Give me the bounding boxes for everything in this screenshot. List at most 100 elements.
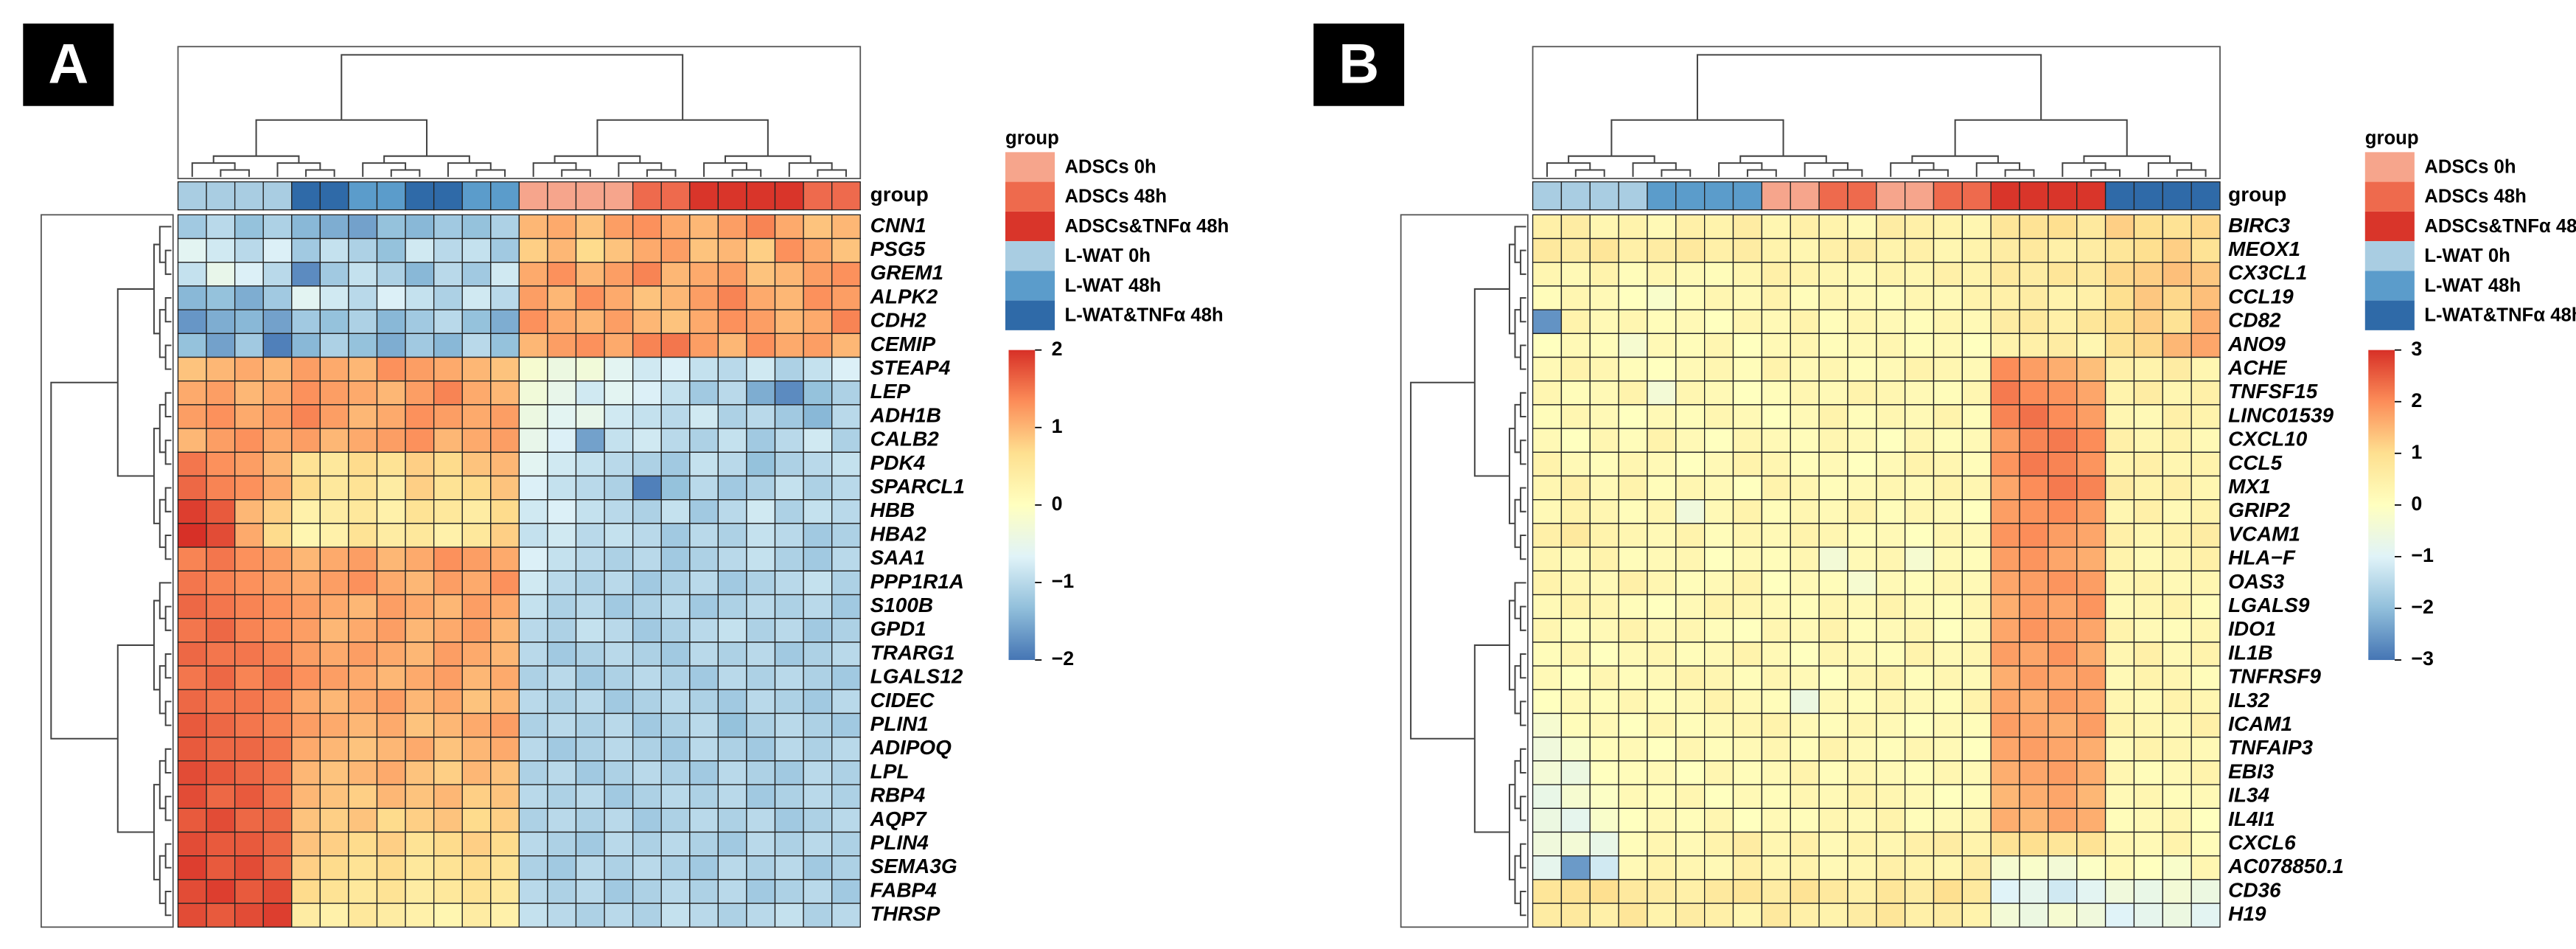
heatmap-cell: [632, 831, 662, 857]
heatmap-cell: [660, 642, 691, 667]
heatmap-cell: [547, 642, 577, 667]
heatmap-cell: [1560, 642, 1591, 667]
heatmap-cell: [1904, 712, 1935, 738]
heatmap-cell: [831, 903, 861, 928]
heatmap-cell: [319, 618, 349, 643]
heatmap-cell: [206, 760, 236, 785]
heatmap-cell: [774, 570, 804, 596]
heatmap-cell: [2019, 879, 2049, 904]
heatmap-cell: [1761, 570, 1791, 596]
heatmap-cell: [1647, 499, 1677, 524]
heatmap-cell: [177, 665, 207, 690]
heatmap-cell: [1703, 309, 1734, 334]
heatmap-cell: [2076, 356, 2106, 382]
heatmap-cell: [689, 428, 719, 453]
heatmap-cell: [405, 712, 435, 738]
heatmap-cell: [348, 784, 378, 809]
heatmap-cell: [1933, 855, 1964, 880]
heatmap-cell: [2104, 214, 2135, 240]
heatmap-cell: [2104, 404, 2135, 429]
heatmap-cell: [490, 760, 520, 785]
heatmap-cell: [2133, 214, 2163, 240]
heatmap-cell: [518, 356, 548, 382]
row-dendrogram-frame: [41, 214, 174, 928]
heatmap-cell: [717, 428, 747, 453]
heatmap-cell: [1961, 737, 1992, 762]
heatmap-cell: [1732, 570, 1763, 596]
heatmap-cell: [376, 380, 406, 406]
heatmap-cell: [405, 356, 435, 382]
heatmap-cell: [376, 523, 406, 548]
heatmap-cell: [518, 428, 548, 453]
heatmap-cell: [405, 903, 435, 928]
heatmap-cell: [433, 855, 463, 880]
heatmap-cell: [632, 380, 662, 406]
heatmap-cell: [774, 451, 804, 477]
row-label: GRIP2: [2228, 498, 2290, 521]
heatmap-cell: [490, 712, 520, 738]
heatmap-cell: [262, 237, 293, 263]
heatmap-cell: [660, 262, 691, 287]
heatmap-cell: [405, 618, 435, 643]
heatmap-cell: [1618, 570, 1648, 596]
heatmap-cell: [206, 737, 236, 762]
heatmap-cell: [1847, 475, 1877, 501]
heatmap-cell: [2191, 594, 2221, 619]
heatmap-cell: [774, 237, 804, 263]
heatmap-cell: [831, 214, 861, 240]
row-label: FABP4: [870, 878, 938, 901]
heatmap-cell: [2019, 451, 2049, 477]
heatmap-cell: [1876, 570, 1906, 596]
heatmap-cell: [660, 404, 691, 429]
group-cell: [1560, 181, 1591, 211]
heatmap-cell: [774, 262, 804, 287]
heatmap-cell: [234, 309, 264, 334]
heatmap-cell: [490, 262, 520, 287]
heatmap-cell: [348, 760, 378, 785]
heatmap-cell: [1818, 428, 1849, 453]
heatmap-cell: [461, 855, 492, 880]
row-label: CCL5: [2228, 451, 2282, 474]
heatmap-cell: [1847, 428, 1877, 453]
heatmap-cell: [1847, 807, 1877, 833]
heatmap-cell: [291, 618, 321, 643]
heatmap-cell: [1876, 404, 1906, 429]
heatmap-cell: [2133, 712, 2163, 738]
heatmap-cell: [1532, 689, 1563, 715]
group-cell: [746, 181, 776, 211]
heatmap-cell: [1647, 475, 1677, 501]
heatmap-cell: [1675, 214, 1706, 240]
group-cell: [1904, 181, 1935, 211]
row-label: CXCL10: [2228, 428, 2308, 451]
heatmap-cell: [291, 475, 321, 501]
heatmap-cell: [1675, 428, 1706, 453]
heatmap-cell: [1647, 428, 1677, 453]
heatmap-cell: [831, 760, 861, 785]
heatmap-cell: [2162, 760, 2192, 785]
heatmap-cell: [1876, 451, 1906, 477]
heatmap-cell: [717, 309, 747, 334]
panel-letter: A: [48, 32, 88, 95]
heatmap-cell: [376, 285, 406, 310]
heatmap-cell: [1961, 475, 1992, 501]
heatmap-cell: [2104, 546, 2135, 571]
heatmap-cell: [660, 428, 691, 453]
heatmap-cell: [433, 262, 463, 287]
heatmap-cell: [803, 428, 833, 453]
heatmap-cell: [717, 499, 747, 524]
heatmap-cell: [774, 380, 804, 406]
heatmap-cell: [1818, 760, 1849, 785]
heatmap-cell: [1933, 333, 1964, 358]
heatmap-cell: [262, 737, 293, 762]
heatmap-cell: [831, 523, 861, 548]
group-cell: [234, 181, 264, 211]
heatmap-cell: [1560, 214, 1591, 240]
heatmap-cell: [1647, 855, 1677, 880]
heatmap-cell: [1847, 309, 1877, 334]
heatmap-cell: [2048, 903, 2078, 928]
row-label: ADIPOQ: [870, 736, 952, 759]
row-label: MX1: [2228, 475, 2270, 498]
heatmap-cell: [518, 523, 548, 548]
heatmap-cell: [177, 760, 207, 785]
heatmap-cell: [1761, 831, 1791, 857]
